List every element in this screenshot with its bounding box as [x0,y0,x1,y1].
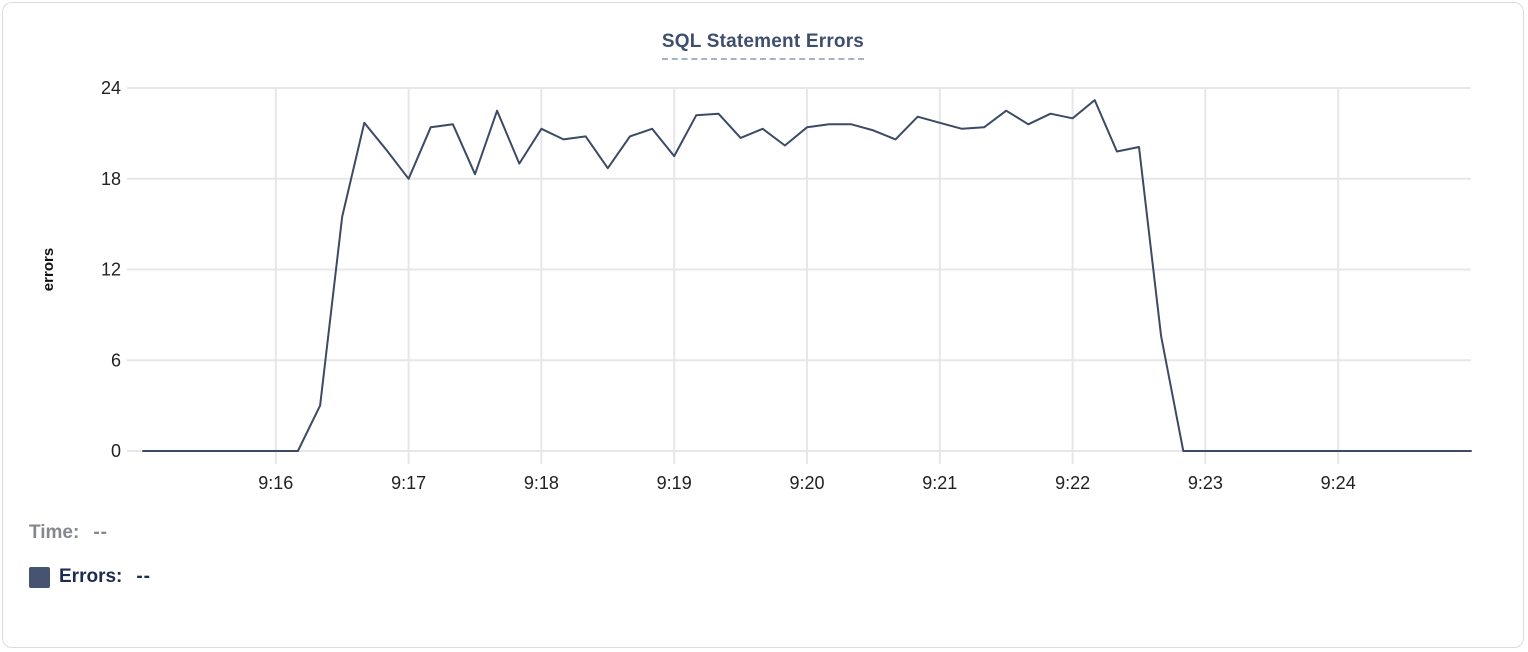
x-tick-label: 9:19 [657,473,692,493]
chart-title[interactable]: SQL Statement Errors [661,31,865,60]
errors-series-swatch [29,566,50,588]
y-axis-title: errors [40,248,57,291]
x-tick-label: 9:20 [789,473,824,493]
y-tick-label: 12 [101,260,121,280]
legend-time-row: Time: -- [29,519,151,547]
chart-header: SQL Statement Errors [3,31,1523,60]
x-tick-label: 9:18 [524,473,559,493]
legend-errors-value: -- [136,566,152,587]
legend-errors-label: Errors: [59,566,123,587]
x-tick-label: 9:22 [1055,473,1090,493]
y-tick-label: 0 [111,441,121,461]
legend-time-value: -- [93,522,108,543]
y-tick-label: 24 [101,78,121,98]
hover-legend: Time: -- Errors: -- [29,519,151,607]
errors-series-line[interactable] [142,99,1472,452]
legend-time-label: Time: [29,522,80,543]
y-tick-label: 6 [111,350,121,370]
x-tick-label: 9:17 [391,473,426,493]
y-tick-label: 18 [101,169,121,189]
errors-line-chart[interactable]: 0 6 12 18 24 9:16 9:17 9:18 9:19 9:20 9:21 9:22 9:23… [3,3,1524,508]
x-tick-label: 9:16 [258,473,293,493]
x-tick-label: 9:24 [1321,473,1356,493]
x-tick-label: 9:23 [1188,473,1223,493]
legend-errors-row: Errors: -- [29,563,151,591]
x-tick-label: 9:21 [922,473,957,493]
